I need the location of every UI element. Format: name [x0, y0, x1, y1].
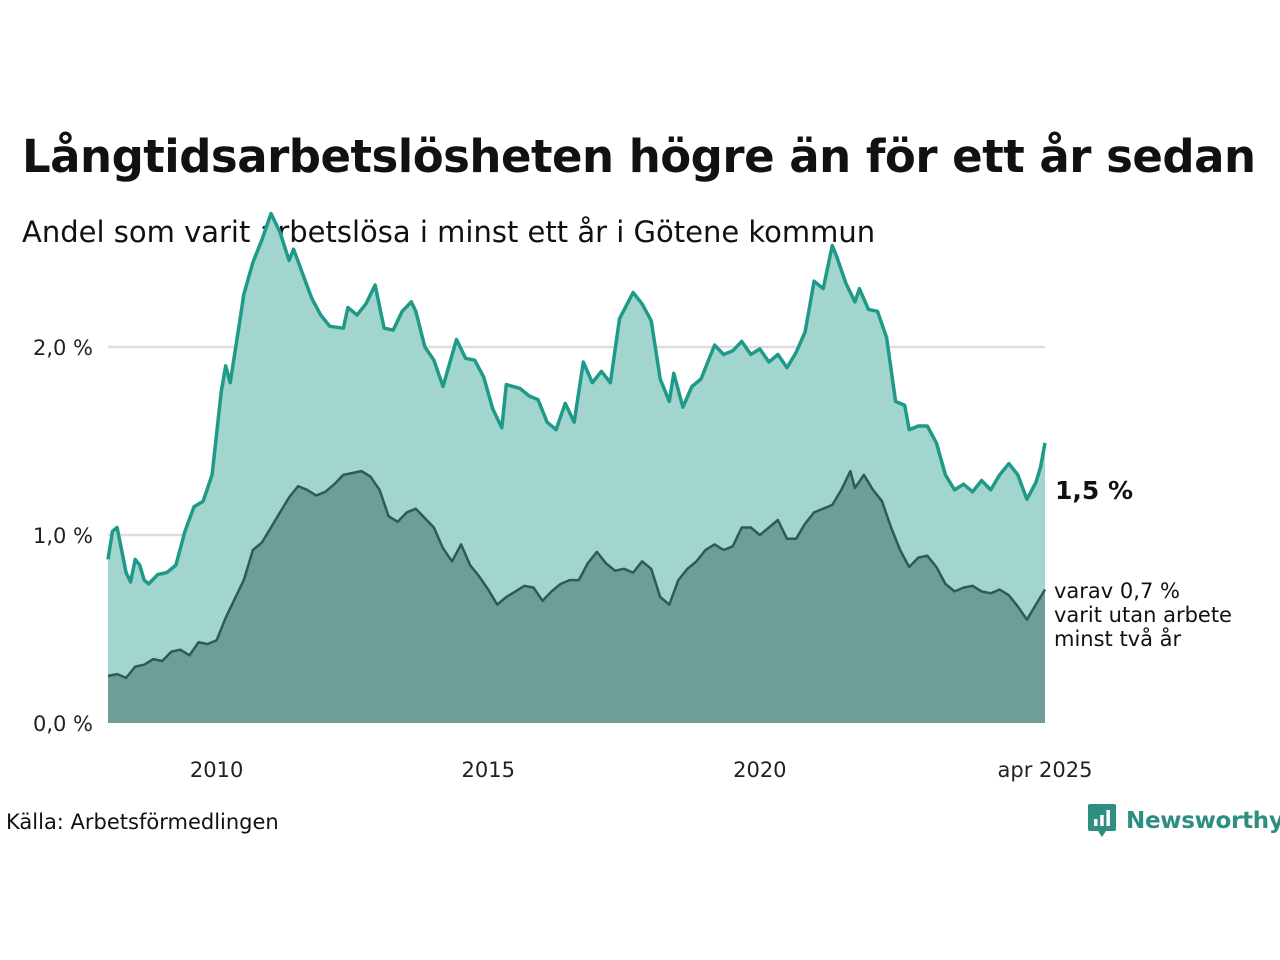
sub-series-label-line-2: varit utan arbete — [1054, 603, 1232, 627]
series-area-sub — [108, 471, 1045, 723]
newsworthy-logo-icon — [1088, 804, 1116, 837]
y-tick-label: 2,0 % — [33, 336, 93, 360]
chart-title: Långtidsarbetslösheten högre än för ett … — [22, 130, 1256, 183]
sub-series-label-line-1: varav 0,7 % — [1054, 579, 1180, 603]
x-tick-label: 2015 — [462, 758, 515, 782]
x-tick-label: 2020 — [733, 758, 786, 782]
x-axis-ticks: 2010 2015 2020 apr 2025 — [190, 758, 1093, 782]
series-areas — [108, 213, 1045, 723]
chart-subtitle: Andel som varit arbetslösa i minst ett å… — [22, 215, 876, 249]
brand-logo: Newsworthy — [1088, 804, 1280, 838]
source-note: Källa: Arbetsförmedlingen — [6, 810, 279, 834]
y-axis-ticks: 0,0 % 1,0 % 2,0 % — [33, 336, 93, 736]
series-lines — [106, 211, 1047, 680]
x-tick-label: 2010 — [190, 758, 243, 782]
x-tick-label: apr 2025 — [998, 758, 1093, 782]
y-tick-label: 0,0 % — [33, 712, 93, 736]
sub-series-label-line-3: minst två år — [1054, 627, 1182, 651]
end-value-label: 1,5 % — [1055, 476, 1134, 505]
y-tick-label: 1,0 % — [33, 524, 93, 548]
series-line-main — [106, 211, 1047, 586]
series-line-sub — [107, 469, 1047, 680]
sub-series-label: varav 0,7 % varit utan arbete minst två … — [1054, 579, 1232, 651]
brand-name: Newsworthy — [1126, 808, 1280, 834]
